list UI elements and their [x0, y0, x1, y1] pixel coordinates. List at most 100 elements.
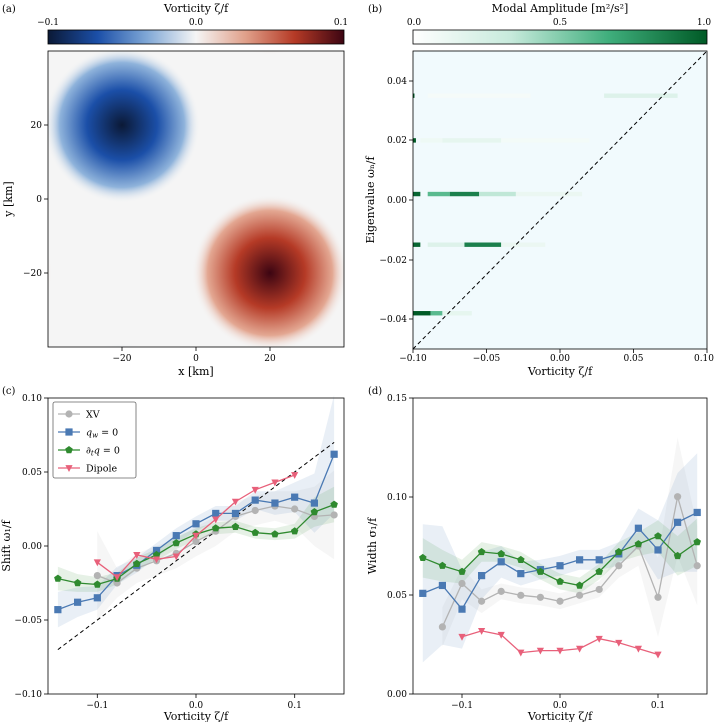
modal-amplitude-heatmap	[413, 51, 707, 349]
panel-d-point-pentagon	[536, 567, 545, 575]
mode-band-segment	[413, 311, 431, 316]
panel-a: (a) Vorticity ζ/f −0.1 0.0 0.1 −20 0 20 …	[2, 2, 348, 378]
legend: XV qw = 0 ∂tq = 0 Dipole	[52, 401, 137, 479]
panel-d-point-circle	[478, 597, 486, 605]
panel-c-point-circle	[291, 505, 299, 513]
panel-d-xlabel: Vorticity ζ/f	[527, 710, 593, 722]
panel-d-band-circle	[442, 437, 698, 647]
panel-d-point-pentagon	[654, 532, 662, 540]
mode-band-segment	[413, 242, 421, 247]
panel-d-point-triangle-down	[458, 633, 466, 641]
panel-d-point-square	[556, 562, 564, 570]
panel-d-point-square	[517, 570, 525, 578]
panel-c-point-circle	[251, 506, 259, 515]
mode-bands	[413, 93, 678, 316]
panel-d-point-triangle-down	[478, 627, 486, 635]
amplitude-colorbar	[412, 29, 708, 45]
panel-d-point-pentagon	[673, 551, 682, 560]
panel-d-band-pentagon	[422, 518, 698, 594]
mode-band-segment	[515, 191, 583, 197]
panel-d-point-pentagon	[693, 538, 701, 546]
panel-c-xlabel: Vorticity ζ/f	[163, 710, 229, 722]
panel-d-uncertainty-bands	[422, 437, 698, 663]
panel-c-xtick: −0.1	[86, 701, 108, 711]
panel-d-point-triangle-down	[497, 631, 505, 639]
panel-c-point-triangle-down	[113, 574, 121, 582]
panel-d-point-circle	[674, 493, 682, 501]
panel-c-point-square	[93, 594, 101, 602]
panel-c-point-triangle-down	[231, 498, 240, 506]
panel-c-point-triangle-down	[152, 556, 161, 564]
panel-a-ytick: 20	[31, 121, 43, 131]
panel-d-point-triangle-down	[536, 647, 544, 655]
panel-c-tag: (c)	[2, 386, 16, 397]
panel-b-xtick: 0.05	[623, 354, 643, 364]
panel-d-point-square	[693, 508, 701, 517]
panel-d-point-circle	[438, 623, 446, 631]
legend-label: Dipole	[86, 464, 117, 475]
panel-c-point-square	[271, 499, 279, 507]
panel-c-point-square	[291, 493, 299, 501]
panel-c-ytick: 0.05	[22, 468, 42, 478]
panel-c-xtick: 0.0	[189, 701, 204, 711]
panel-d: (d) −0.1 0.0 0.1 0.15 0.10 0.05 0.00 Vor…	[366, 386, 708, 722]
panel-c-point-pentagon	[93, 580, 102, 588]
mode-band-segment	[427, 242, 465, 247]
panel-d-point-pentagon	[615, 548, 623, 556]
panel-b-colorbar-tick: 0.5	[553, 18, 568, 28]
cyclone-blob	[97, 343, 147, 347]
panel-d-point-square	[497, 558, 505, 566]
panel-b-ylabel: Eigenvalue ωₙ/f	[364, 156, 377, 244]
panel-c-point-pentagon	[54, 574, 62, 582]
panel-c-point-square	[251, 496, 259, 504]
panel-c-point-square	[54, 606, 62, 614]
panel-d-point-square	[478, 572, 486, 580]
panel-d-point-circle	[458, 579, 466, 588]
panel-c-point-triangle-down	[212, 516, 220, 524]
panel-d-point-square	[419, 589, 427, 597]
mode-band-segment	[501, 242, 546, 247]
panel-c-point-triangle-down	[93, 559, 101, 567]
panel-d-point-pentagon	[438, 561, 447, 569]
anticyclone-blob	[192, 195, 344, 347]
legend-marker	[65, 465, 73, 472]
panel-d-point-circle	[615, 562, 623, 570]
panel-d-point-triangle-down	[634, 645, 642, 653]
mode-band-segment	[464, 242, 502, 247]
panel-b-xtick: −0.10	[399, 354, 427, 364]
panel-c-point-pentagon	[172, 539, 180, 547]
panel-a-xlabel: x [km]	[178, 365, 213, 378]
panel-d-point-circle	[576, 591, 584, 599]
panel-b-xlabel: Vorticity ζ/f	[527, 365, 593, 378]
panel-d-point-pentagon	[634, 540, 643, 548]
panel-d-series	[419, 493, 701, 659]
panel-c-point-square	[212, 509, 220, 518]
panel-d-point-square	[634, 524, 642, 532]
panel-d-point-pentagon	[497, 549, 505, 558]
panel-c-xtick: 0.1	[288, 701, 302, 711]
panel-c-point-circle	[93, 572, 101, 580]
panel-b-colorbar-tick: 1.0	[697, 18, 712, 28]
panel-a-xtick: 0	[193, 354, 199, 364]
panel-d-point-triangle-down	[517, 649, 525, 657]
panel-b-tag: (b)	[368, 4, 382, 15]
panel-c-point-pentagon	[271, 530, 279, 538]
mode-band-segment	[427, 93, 531, 98]
anticyclone-blob	[245, 51, 295, 55]
mode-band-segment	[501, 138, 590, 143]
panel-d-point-circle	[556, 597, 564, 605]
panel-d-point-pentagon	[517, 555, 525, 563]
panel-c-band-square	[57, 395, 335, 628]
panel-d-point-pentagon	[575, 581, 584, 589]
panel-b-ytick: −0.04	[379, 315, 407, 325]
panel-d-point-circle	[536, 593, 545, 601]
panel-c-point-pentagon	[133, 559, 141, 567]
panel-a-ytick: 0	[36, 195, 42, 205]
panel-d-point-square	[458, 605, 466, 613]
panel-a-ytick: −20	[23, 269, 42, 279]
panel-d-point-triangle-down	[576, 645, 584, 653]
panel-c-point-triangle-down	[172, 553, 180, 561]
panel-d-point-triangle-down	[615, 639, 623, 647]
mode-band-segment	[413, 93, 415, 98]
